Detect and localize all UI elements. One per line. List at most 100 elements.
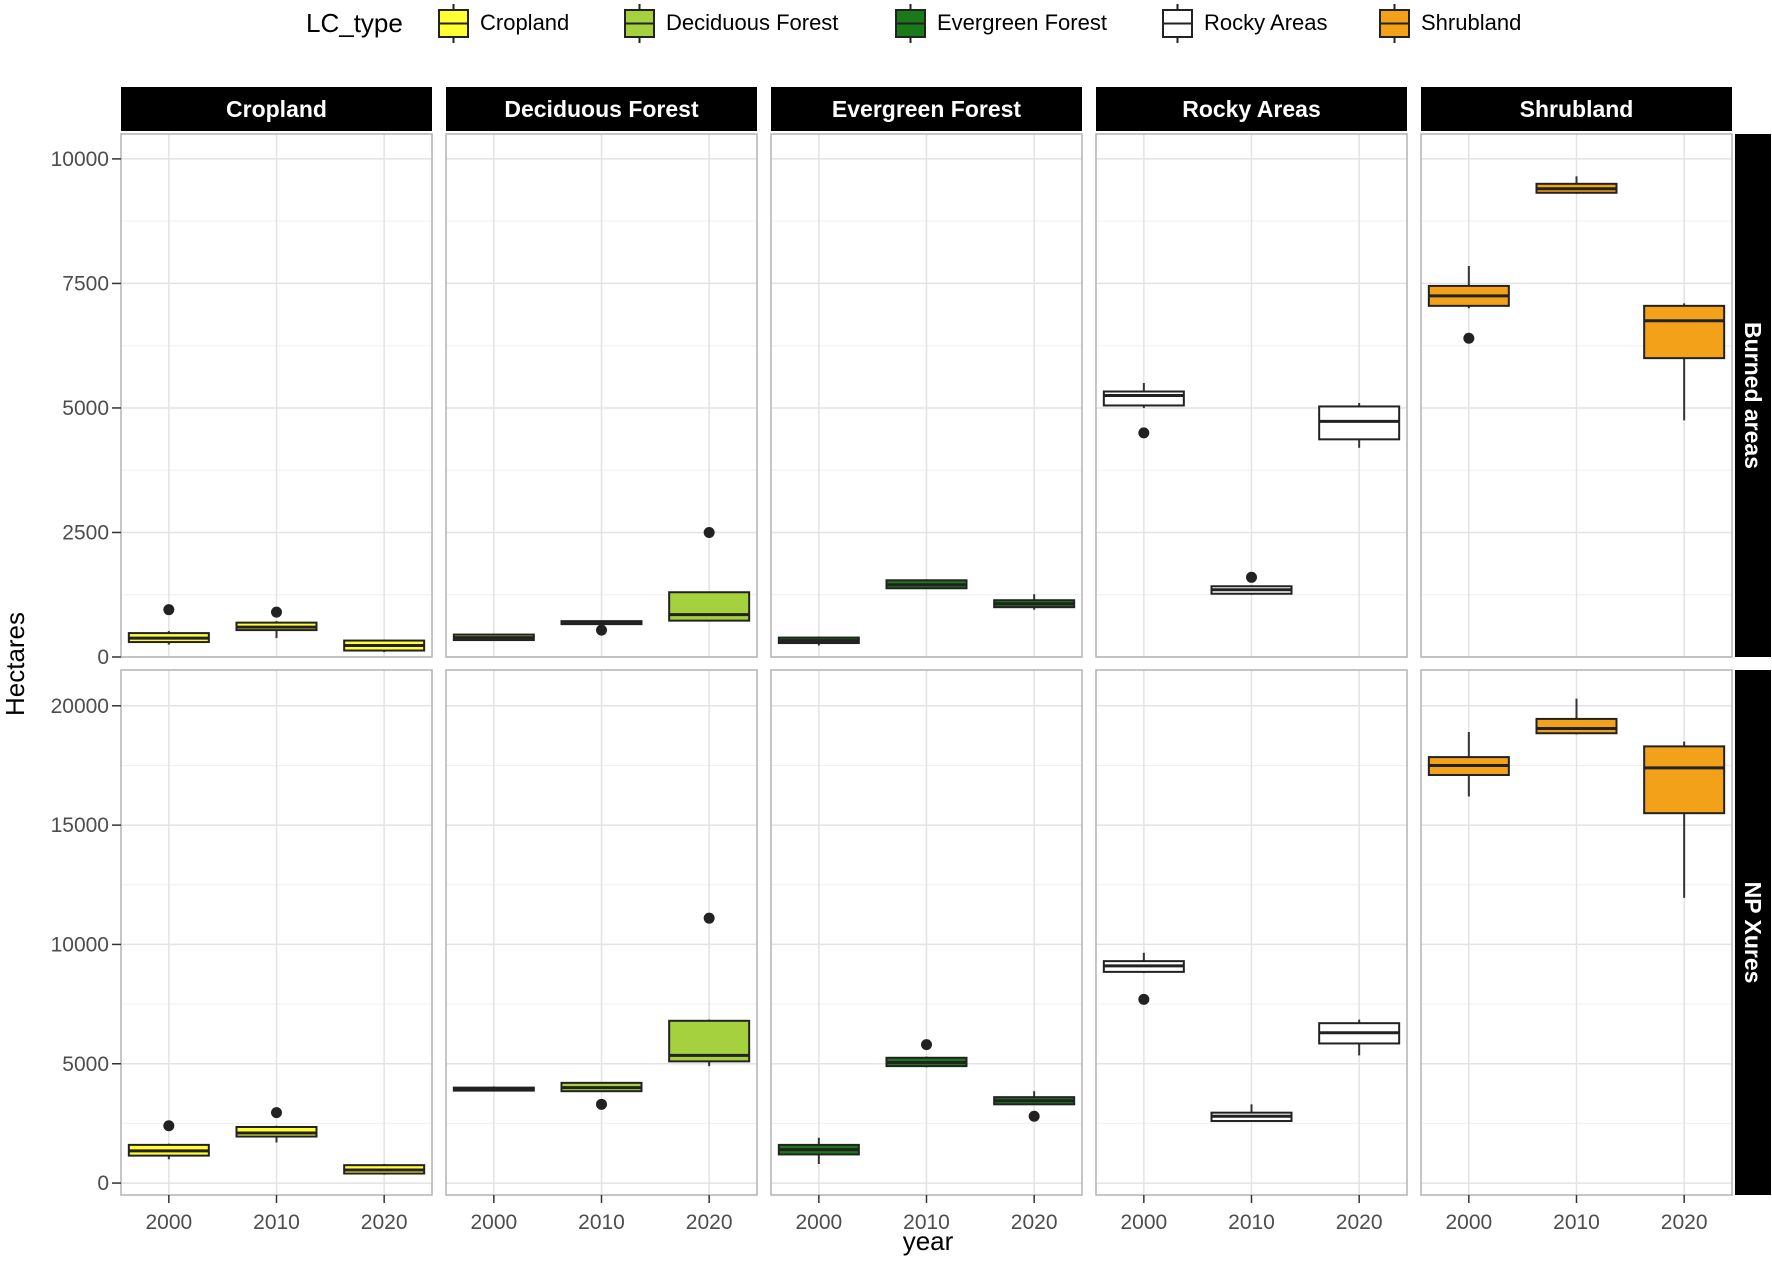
outlier-point — [163, 1120, 175, 1132]
x-tick-label: 2020 — [361, 1211, 408, 1234]
facet-row-strip-bg — [1735, 134, 1771, 657]
x-tick-label: 2020 — [1661, 1211, 1708, 1234]
outlier-point — [163, 604, 175, 616]
x-tick-label: 2010 — [253, 1211, 300, 1234]
facet-strip-bg — [121, 87, 432, 131]
legend-title: LC_type — [306, 8, 403, 38]
facet-strip-shrubland: Shrubland — [1421, 87, 1732, 131]
box-deciduous-forest-2000 — [452, 633, 535, 642]
legend-entry-deciduous-forest: Deciduous Forest — [624, 4, 838, 43]
legend: LC_type Cropland Deciduous Forest Evergreen… — [306, 4, 1521, 43]
outlier-point — [1138, 993, 1150, 1005]
panel-burned-areas-cropland — [120, 133, 433, 658]
box-shrubland-2010 — [1535, 176, 1618, 194]
outlier-point — [1138, 427, 1150, 439]
box-rocky-areas-2000 — [1102, 383, 1185, 439]
x-tick-label: 2010 — [1228, 1211, 1275, 1234]
panel-burned-areas-deciduous-forest — [445, 133, 758, 658]
facet-row-strip-np-xures: NP Xures — [1735, 670, 1771, 1195]
x-tick-label: 2000 — [795, 1211, 842, 1234]
box-rocky-areas-2010 — [1210, 1104, 1293, 1123]
box-shrubland-2020 — [1643, 303, 1726, 421]
box-deciduous-forest-2020 — [668, 912, 751, 1067]
x-tick-label: 2010 — [578, 1211, 625, 1234]
facet-row-strip-label: Burned areas — [1740, 322, 1766, 469]
box-deciduous-forest-2010 — [560, 620, 643, 636]
box-cropland-2010 — [235, 606, 318, 639]
outlier-point — [271, 1107, 282, 1119]
facet-strip-cropland: Cropland — [121, 87, 432, 131]
x-tick-label: 2020 — [686, 1211, 733, 1234]
facet-strip-label: Shrubland — [1520, 96, 1634, 122]
box-shrubland-2020 — [1643, 741, 1726, 898]
legend-label-cropland: Cropland — [480, 10, 569, 35]
box-body — [668, 591, 751, 622]
panels: Cropland Deciduous Forest Evergreen Forest… — [120, 87, 1771, 1196]
facet-strip-deciduous-forest: Deciduous Forest — [446, 87, 757, 131]
box-evergreen-forest-2010 — [885, 1039, 968, 1068]
y-tick-label: 5000 — [62, 397, 109, 420]
y-axis-title: Hectares — [0, 612, 30, 716]
panel-border — [770, 133, 1083, 658]
box-cropland-2000 — [127, 604, 210, 645]
x-tick-label: 2000 — [1120, 1211, 1167, 1234]
panel-burned-areas-shrubland — [1420, 133, 1733, 658]
outlier-point — [921, 1039, 932, 1051]
panel-np-xures-deciduous-forest — [445, 669, 758, 1196]
y-tick-label: 10000 — [51, 148, 109, 171]
outlier-point — [596, 624, 607, 636]
legend-entry-shrubland: Shrubland — [1379, 4, 1521, 43]
y-tick-label: 10000 — [51, 933, 109, 956]
panel-border — [1095, 133, 1408, 658]
facet-row-strip-burned-areas: Burned areas — [1735, 134, 1771, 657]
legend-label-rocky-areas: Rocky Areas — [1204, 10, 1328, 35]
box-cropland-2020 — [343, 1163, 426, 1175]
facet-strip-label: Deciduous Forest — [504, 96, 699, 122]
y-tick-label: 15000 — [51, 814, 109, 837]
box-evergreen-forest-2010 — [885, 579, 968, 590]
facet-strip-label: Evergreen Forest — [832, 96, 1022, 122]
y-tick-label: 20000 — [51, 695, 109, 718]
outlier-point — [596, 1098, 607, 1110]
box-deciduous-forest-2010 — [560, 1081, 643, 1110]
outlier-point — [703, 912, 715, 924]
panel-border — [120, 133, 433, 658]
panel-np-xures-cropland — [120, 669, 433, 1196]
panel-burned-areas-rocky-areas — [1095, 133, 1408, 658]
facet-row-strip-bg — [1735, 670, 1771, 1195]
legend-entry-evergreen-forest: Evergreen Forest — [895, 4, 1107, 43]
box-body — [1102, 390, 1185, 407]
box-shrubland-2000 — [1427, 265, 1510, 344]
facet-strip-bg — [1421, 87, 1732, 131]
y-tick-label: 2500 — [62, 521, 109, 544]
panel-np-xures-rocky-areas — [1095, 669, 1408, 1196]
box-evergreen-forest-2020 — [993, 594, 1076, 610]
x-tick-label: 2020 — [1011, 1211, 1058, 1234]
x-tick-label: 2000 — [1445, 1211, 1492, 1234]
x-tick-label: 2010 — [903, 1211, 950, 1234]
x-tick-label: 2000 — [470, 1211, 517, 1234]
box-rocky-areas-2020 — [1318, 402, 1401, 448]
box-evergreen-forest-2020 — [993, 1091, 1076, 1122]
box-shrubland-2010 — [1535, 698, 1618, 735]
y-tick-label: 5000 — [62, 1053, 109, 1076]
box-evergreen-forest-2000 — [777, 1137, 860, 1164]
box-body — [1535, 717, 1618, 735]
facet-strip-label: Rocky Areas — [1182, 96, 1321, 122]
outlier-point — [703, 526, 715, 538]
legend-entry-rocky-areas: Rocky Areas — [1162, 4, 1328, 43]
box-deciduous-forest-2020 — [668, 526, 751, 622]
facet-row-strip-label: NP Xures — [1740, 882, 1766, 984]
panel-burned-areas-evergreen-forest — [770, 133, 1083, 658]
y-tick-label: 0 — [97, 1172, 109, 1195]
x-tick-label: 2020 — [1336, 1211, 1383, 1234]
box-rocky-areas-2010 — [1210, 571, 1293, 595]
legend-entry-cropland: Cropland — [438, 4, 569, 43]
legend-label-shrubland: Shrubland — [1421, 10, 1521, 35]
panel-np-xures-shrubland — [1420, 669, 1733, 1196]
y-tick-label: 0 — [97, 646, 109, 669]
box-rocky-areas-2020 — [1318, 1019, 1401, 1056]
box-shrubland-2000 — [1427, 732, 1510, 797]
